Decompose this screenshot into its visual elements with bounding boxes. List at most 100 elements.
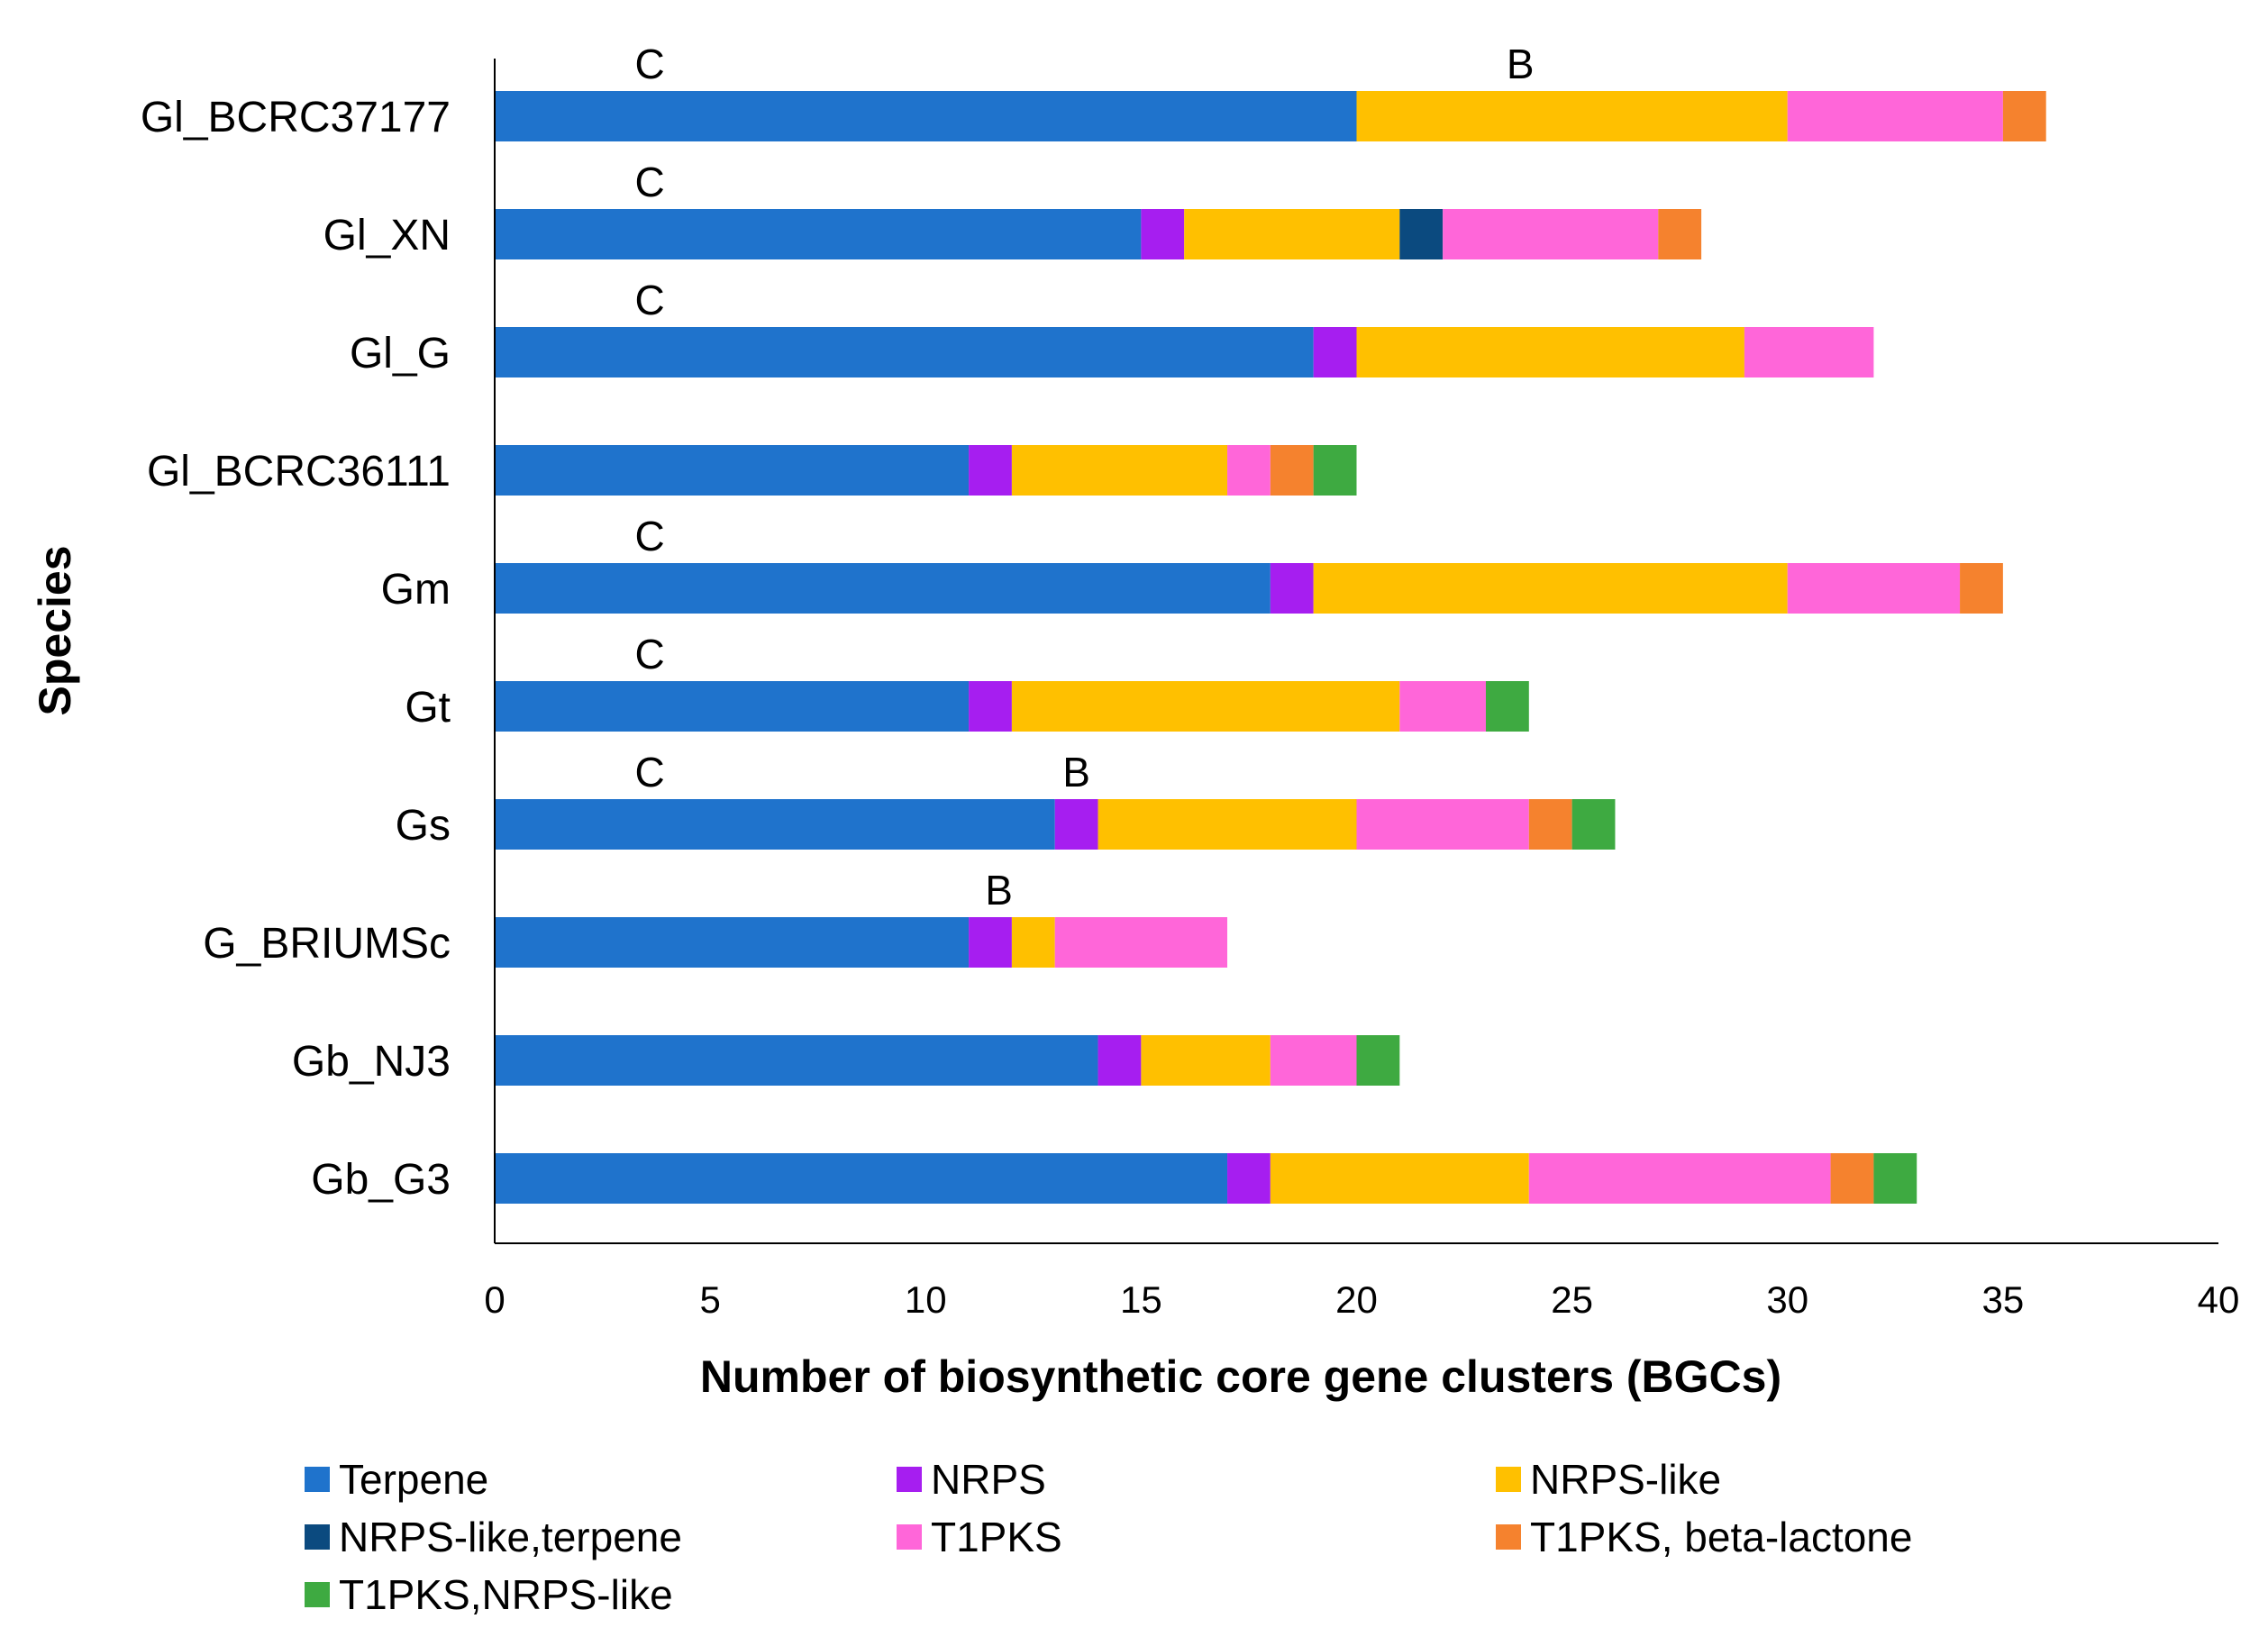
x-tick-label: 5 [699, 1278, 720, 1321]
bar-segment-t1pks-nrps-like-gb-g3 [1873, 1153, 1917, 1204]
bar-segment-nrps-g-briumsc [969, 917, 1012, 968]
bar-segment-t1pks-beta-lactone-gm [1960, 563, 2003, 614]
category-labels: Gl_BCRC37177 Gl_XN Gl_G Gl_BCRC36111 Gm Gt Gs G… [141, 94, 451, 1204]
x-tick-label: 35 [1982, 1278, 2025, 1321]
legend-label: NRPS-like [1530, 1456, 1721, 1503]
bar-segment-terpene-gl-xn [495, 209, 1142, 259]
category-label: Gl_XN [323, 212, 451, 259]
bar-segment-t1pks-gs [1356, 799, 1529, 850]
bar-segment-t1pks-beta-lactone-gs [1528, 799, 1572, 850]
legend-swatch [1496, 1467, 1521, 1492]
legend-swatch [305, 1582, 330, 1607]
bar-segment-terpene-gt [495, 681, 970, 732]
category-label: Gl_BCRC36111 [147, 448, 451, 496]
bar-segment-t1pks-gt [1399, 681, 1486, 732]
bars-layer [495, 91, 2046, 1204]
category-label: G_BRIUMSc [203, 920, 451, 968]
bar-segment-nrps-gl-xn [1141, 209, 1185, 259]
legend-swatch [1496, 1524, 1521, 1550]
annotation-label: C [635, 277, 665, 323]
bar-segment-t1pks-gl-bcrc37177 [1787, 91, 2003, 141]
bar-segment-nrps-like-gs [1098, 799, 1357, 850]
bar-segment-terpene-g-briumsc [495, 917, 970, 968]
bar-segment-terpene-gb-g3 [495, 1153, 1228, 1204]
legend-swatch [897, 1467, 922, 1492]
legend-label: Terpene [339, 1456, 488, 1503]
bar-segment-nrps-like-gl-g [1356, 327, 1744, 377]
bar-segment-nrps-gm [1270, 563, 1314, 614]
x-axis-title: Number of biosynthetic core gene cluster… [700, 1351, 1781, 1402]
legend-label: T1PKS,NRPS-like [339, 1571, 673, 1618]
bar-segment-nrps-gt [969, 681, 1012, 732]
x-tick-label: 30 [1766, 1278, 1808, 1321]
bar-segment-nrps-like-gt [1011, 681, 1400, 732]
bar-segment-nrps-gl-bcrc36111 [969, 445, 1012, 496]
bar-segment-t1pks-nrps-like-gb-nj3 [1356, 1035, 1400, 1086]
bar-segment-nrps-like-gl-bcrc37177 [1356, 91, 1788, 141]
bar-segment-t1pks-gb-g3 [1528, 1153, 1831, 1204]
category-label: Gb_G3 [311, 1156, 451, 1204]
legend-label: NRPS-like,terpene [339, 1514, 682, 1560]
legend-swatch [897, 1524, 922, 1550]
bar-segment-nrps-like-g-briumsc [1011, 917, 1055, 968]
bar-segment-nrps-like-gb-nj3 [1141, 1035, 1271, 1086]
bar-segment-nrps-gb-g3 [1227, 1153, 1271, 1204]
bar-segment-t1pks-beta-lactone-gl-xn [1658, 209, 1702, 259]
category-label: Gs [396, 802, 451, 850]
bar-segment-nrps-like-gl-xn [1184, 209, 1400, 259]
bar-segment-terpene-gl-g [495, 327, 1314, 377]
annotation-label: B [1062, 749, 1090, 796]
x-tick-label: 10 [905, 1278, 947, 1321]
annotation-label: B [1507, 41, 1535, 87]
bar-segment-t1pks-gm [1787, 563, 1961, 614]
bar-segment-nrps-gl-g [1313, 327, 1357, 377]
annotation-label: C [635, 159, 665, 205]
bar-segment-t1pks-beta-lactone-gl-bcrc36111 [1270, 445, 1314, 496]
annotation-label: C [635, 749, 665, 796]
bar-segment-terpene-gm [495, 563, 1271, 614]
bar-segment-t1pks-nrps-like-gt [1485, 681, 1529, 732]
bar-segment-nrps-like-gl-bcrc36111 [1011, 445, 1228, 496]
x-tick-label: 20 [1335, 1278, 1378, 1321]
bar-segment-t1pks-beta-lactone-gb-g3 [1830, 1153, 1874, 1204]
bar-segment-nrps-like-terpene-gl-xn [1399, 209, 1444, 259]
category-label: Gl_G [350, 330, 451, 377]
bar-segment-t1pks-gl-g [1744, 327, 1874, 377]
legend-label: NRPS [931, 1456, 1046, 1503]
x-tick-label: 40 [2198, 1278, 2240, 1321]
bar-segment-terpene-gl-bcrc37177 [495, 91, 1357, 141]
bar-segment-nrps-like-gb-g3 [1270, 1153, 1529, 1204]
annotation-label: C [635, 41, 665, 87]
bar-segment-terpene-gb-nj3 [495, 1035, 1098, 1086]
legend: Terpene NRPS NRPS-like NRPS-like,terpene T1P… [305, 1456, 1912, 1618]
legend-swatch [305, 1467, 330, 1492]
bar-segment-t1pks-beta-lactone-gl-bcrc37177 [2002, 91, 2046, 141]
x-tick-label: 15 [1120, 1278, 1162, 1321]
category-label: Gl_BCRC37177 [141, 94, 451, 141]
axes-layer [494, 59, 2218, 1244]
bar-segment-nrps-gb-nj3 [1098, 1035, 1142, 1086]
annotations-layer: C B C C C C C B B [635, 41, 1535, 914]
y-axis-title: Species [30, 545, 80, 715]
bar-segment-nrps-like-gm [1313, 563, 1788, 614]
bar-segment-terpene-gl-bcrc36111 [495, 445, 970, 496]
bar-segment-t1pks-g-briumsc [1054, 917, 1228, 968]
x-tick-label: 0 [484, 1278, 505, 1321]
bar-segment-t1pks-nrps-like-gs [1571, 799, 1616, 850]
bar-segment-nrps-gs [1054, 799, 1098, 850]
annotation-label: B [985, 867, 1013, 914]
bar-segment-terpene-gs [495, 799, 1055, 850]
legend-label: T1PKS, beta-lactone [1530, 1514, 1912, 1560]
legend-label: T1PKS [931, 1514, 1062, 1560]
bar-segment-t1pks-gb-nj3 [1270, 1035, 1357, 1086]
category-label: Gm [381, 566, 451, 614]
bar-segment-t1pks-gl-bcrc36111 [1227, 445, 1271, 496]
category-label: Gb_NJ3 [292, 1038, 451, 1086]
legend-swatch [305, 1524, 330, 1550]
x-tick-label: 25 [1551, 1278, 1593, 1321]
annotation-label: C [635, 631, 665, 678]
annotation-label: C [635, 513, 665, 559]
category-label: Gt [405, 684, 451, 732]
